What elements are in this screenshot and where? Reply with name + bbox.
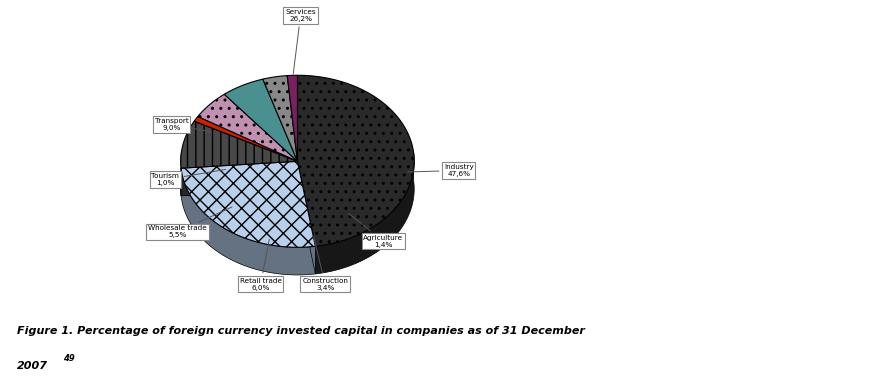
Text: Tourism
1,0%: Tourism 1,0% xyxy=(151,169,226,186)
Text: Retail trade
6,0%: Retail trade 6,0% xyxy=(240,239,282,291)
Polygon shape xyxy=(315,153,415,274)
Text: Industry
47,6%: Industry 47,6% xyxy=(408,164,474,177)
Polygon shape xyxy=(288,75,297,161)
Polygon shape xyxy=(181,161,315,247)
Polygon shape xyxy=(198,94,297,161)
Text: 2007: 2007 xyxy=(17,361,49,371)
Polygon shape xyxy=(262,76,297,161)
Text: Construction
3,4%: Construction 3,4% xyxy=(302,236,348,291)
Polygon shape xyxy=(224,79,297,161)
Polygon shape xyxy=(181,161,297,196)
Polygon shape xyxy=(181,168,315,275)
Polygon shape xyxy=(297,75,415,246)
Polygon shape xyxy=(297,161,315,274)
Polygon shape xyxy=(181,121,297,168)
Polygon shape xyxy=(181,161,297,196)
Text: 49: 49 xyxy=(63,354,75,363)
Polygon shape xyxy=(297,161,315,274)
Text: Transport
9,0%: Transport 9,0% xyxy=(155,118,210,132)
Text: Agriculture
1,4%: Agriculture 1,4% xyxy=(348,214,403,248)
Text: Figure 1. Percentage of foreign currency invested capital in companies as of 31 : Figure 1. Percentage of foreign currency… xyxy=(17,326,585,336)
Text: Wholesale trade
5,5%: Wholesale trade 5,5% xyxy=(149,207,232,238)
Polygon shape xyxy=(194,116,297,161)
Text: Services
26,2%: Services 26,2% xyxy=(285,9,315,74)
